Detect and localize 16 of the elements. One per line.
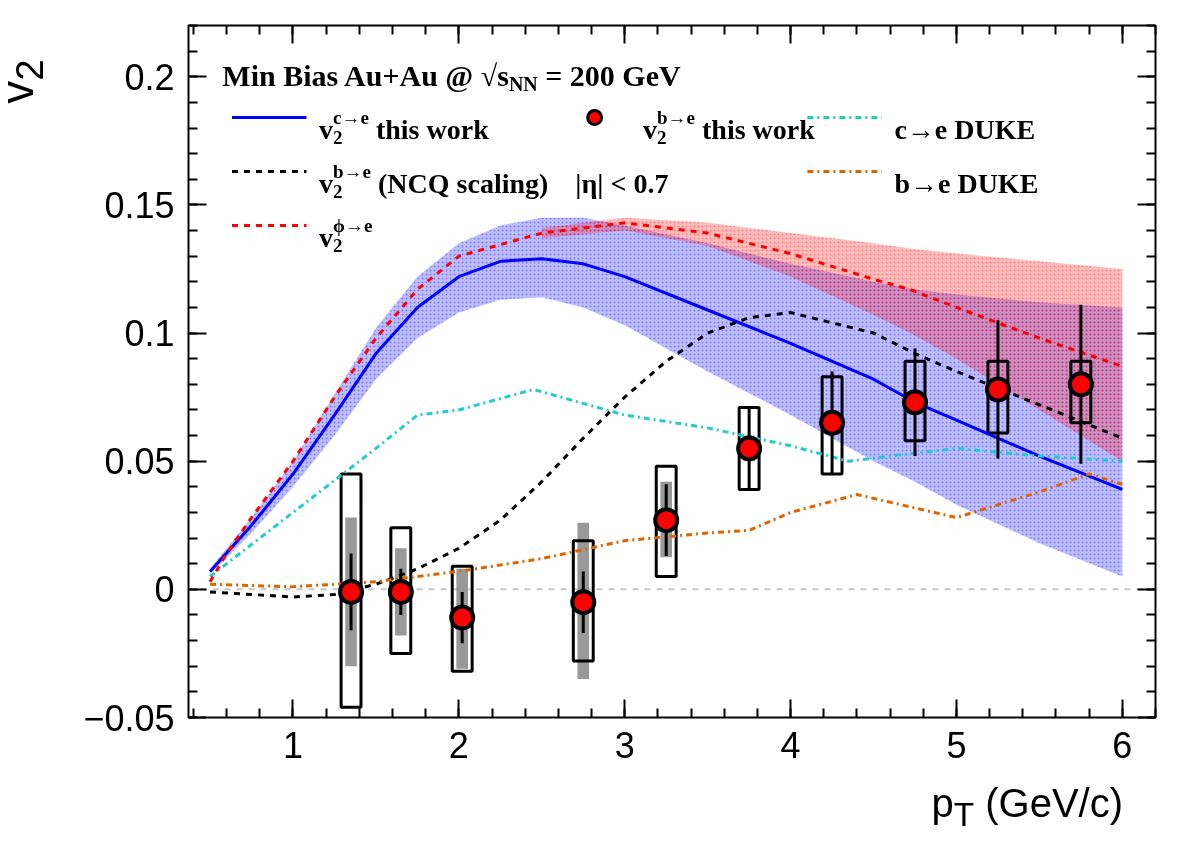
x-tick-label: 6	[1112, 724, 1133, 766]
x-tick-label: 5	[946, 724, 967, 766]
x-tick-label: 1	[282, 724, 304, 766]
y-tick-label: 0.15	[104, 184, 175, 226]
x-axis-title: p$_{T}$ (GeV/c)	[930, 781, 1124, 835]
annotation: |η| < 0.7	[575, 167, 669, 199]
y-tick-label: 0.05	[104, 441, 175, 483]
x-tick-label: 2	[448, 724, 469, 766]
legend-label: c→e DUKE	[894, 113, 1036, 145]
y-tick-label: 0	[154, 569, 175, 611]
x-tick-label: 3	[614, 724, 635, 766]
y-tick-label: 0.1	[124, 313, 175, 355]
legend-label: b→e DUKE	[894, 167, 1039, 199]
x-tick-label: 4	[780, 724, 801, 766]
y-tick-label: 0.2	[124, 56, 175, 98]
y-tick-label: −0.05	[83, 697, 175, 739]
